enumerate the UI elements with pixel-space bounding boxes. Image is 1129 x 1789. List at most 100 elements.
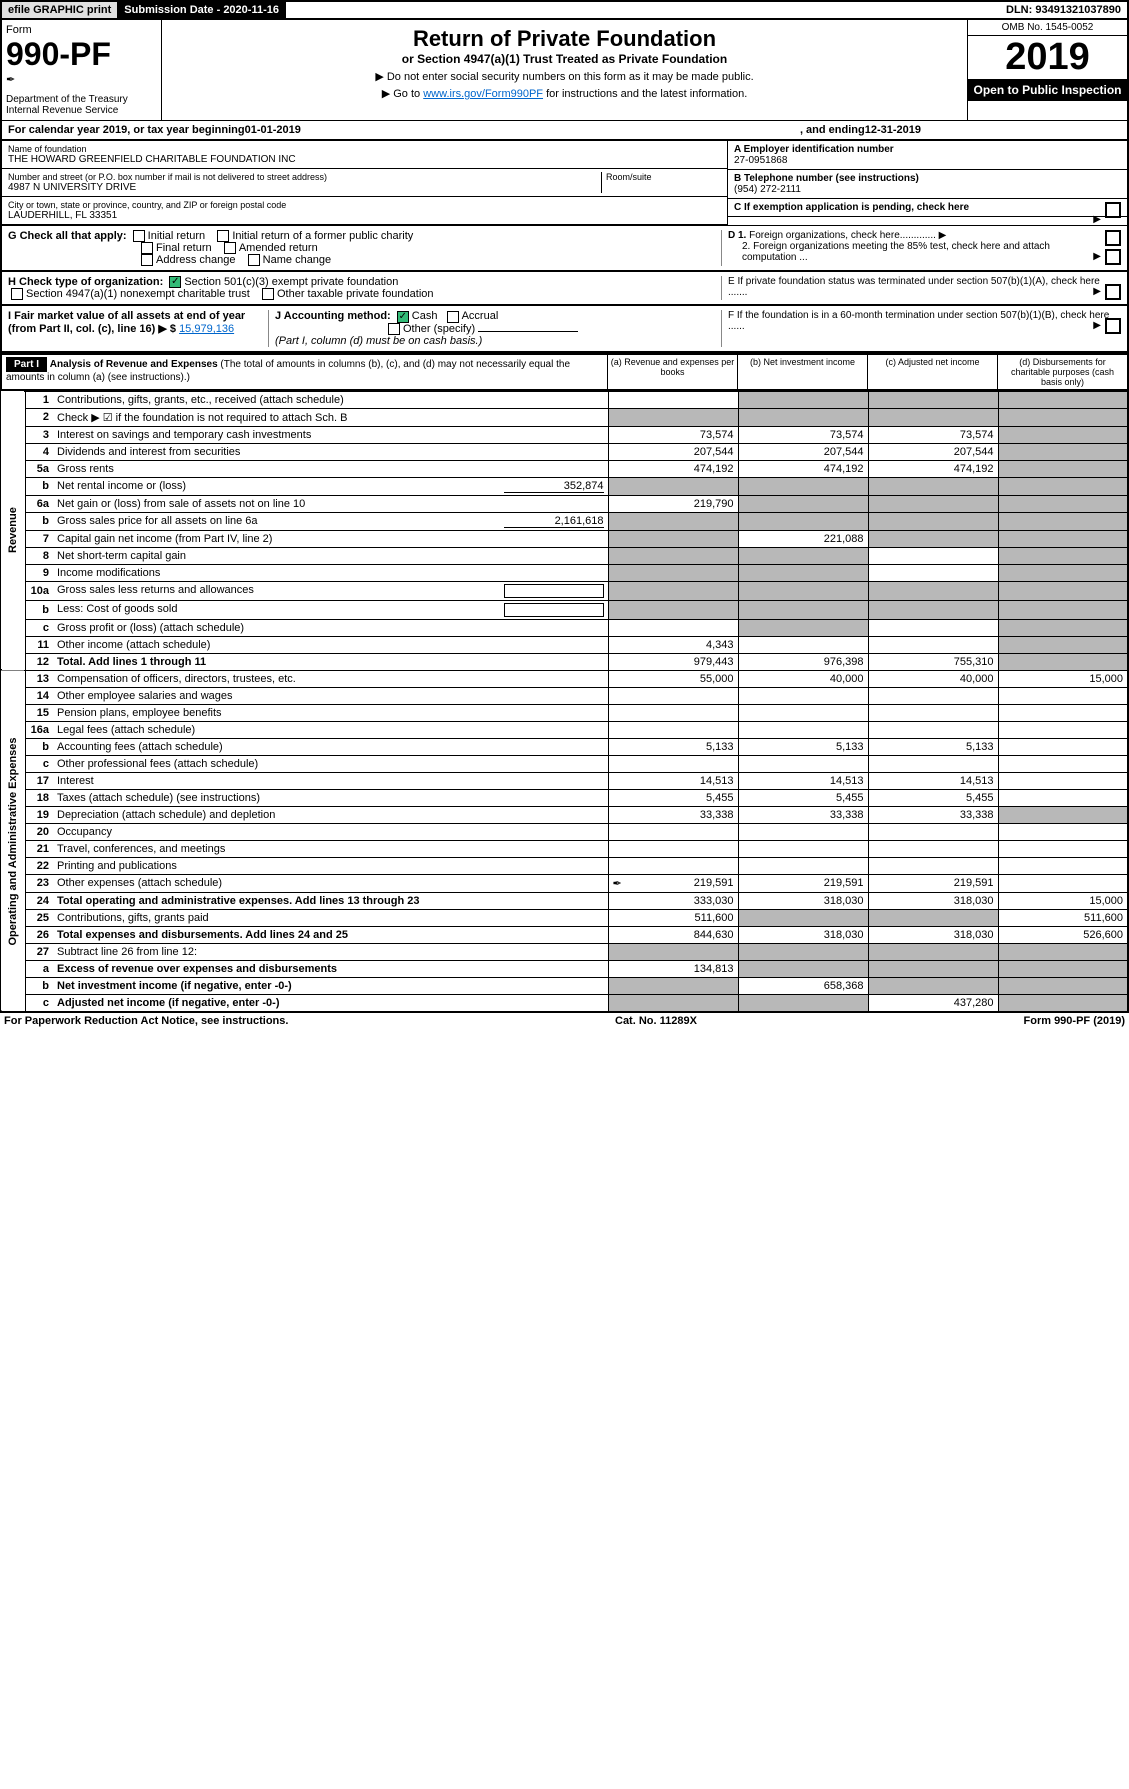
form-title: Return of Private Foundation	[168, 26, 961, 52]
cell-b	[738, 619, 868, 636]
line-description: Printing and publications	[53, 857, 608, 874]
line-description: Gross sales less returns and allowances	[53, 581, 608, 600]
table-row: cOther professional fees (attach schedul…	[1, 755, 1128, 772]
ein: 27-0951868	[734, 155, 1121, 166]
cell-b: 73,574	[738, 426, 868, 443]
table-row: 8Net short-term capital gain	[1, 547, 1128, 564]
submission-date: Submission Date - 2020-11-16	[118, 2, 286, 18]
cell-c	[868, 636, 998, 653]
efile-button[interactable]: efile GRAPHIC print	[2, 2, 118, 18]
cell-a	[608, 823, 738, 840]
table-row: 15Pension plans, employee benefits	[1, 704, 1128, 721]
f-label: F If the foundation is in a 60-month ter…	[728, 310, 1121, 332]
cell-b	[738, 840, 868, 857]
line-number: 13	[25, 670, 53, 687]
line-number: b	[25, 738, 53, 755]
chk-other-taxable[interactable]	[262, 288, 274, 300]
table-row: cAdjusted net income (if negative, enter…	[1, 994, 1128, 1012]
line-description: Accounting fees (attach schedule)	[53, 738, 608, 755]
j-label: J Accounting method:	[275, 310, 391, 322]
line-description: Excess of revenue over expenses and disb…	[53, 960, 608, 977]
chk-initial-former[interactable]	[217, 230, 229, 242]
c-checkbox[interactable]	[1105, 202, 1121, 218]
chk-name-change[interactable]	[248, 254, 260, 266]
cell-d	[998, 547, 1128, 564]
cell-c	[868, 857, 998, 874]
line-description: Dividends and interest from securities	[53, 443, 608, 460]
cell-d	[998, 874, 1128, 892]
table-row: 27Subtract line 26 from line 12:	[1, 943, 1128, 960]
chk-accrual[interactable]	[447, 311, 459, 323]
cell-a	[608, 600, 738, 619]
g-label: G Check all that apply:	[8, 230, 127, 242]
chk-address-change[interactable]	[141, 254, 153, 266]
table-row: 21Travel, conferences, and meetings	[1, 840, 1128, 857]
line-description: Gross profit or (loss) (attach schedule)	[53, 619, 608, 636]
col-a-header: (a) Revenue and expenses per books	[607, 355, 737, 389]
cell-b	[738, 581, 868, 600]
cell-d	[998, 738, 1128, 755]
part1-header: Part I Analysis of Revenue and Expenses …	[0, 353, 1129, 391]
d1-checkbox[interactable]	[1105, 230, 1121, 246]
line-number: 27	[25, 943, 53, 960]
table-row: 3Interest on savings and temporary cash …	[1, 426, 1128, 443]
chk-amended[interactable]	[224, 242, 236, 254]
table-row: Revenue1Contributions, gifts, grants, et…	[1, 391, 1128, 408]
title-row: Form 990-PF ✒ Department of the Treasury…	[0, 20, 1129, 120]
cell-c	[868, 823, 998, 840]
line-number: 7	[25, 530, 53, 547]
chk-cash[interactable]	[397, 311, 409, 323]
cell-a: 219,790	[608, 495, 738, 512]
line-description: Depreciation (attach schedule) and deple…	[53, 806, 608, 823]
cell-c	[868, 512, 998, 530]
table-row: 12Total. Add lines 1 through 11979,44397…	[1, 653, 1128, 670]
cell-b	[738, 512, 868, 530]
attachment-icon[interactable]: ✒	[613, 877, 622, 890]
cell-a: 33,338	[608, 806, 738, 823]
chk-initial-return[interactable]	[133, 230, 145, 242]
table-row: 2Check ▶ ☑ if the foundation is not requ…	[1, 408, 1128, 426]
cell-a	[608, 704, 738, 721]
table-row: Operating and Administrative Expenses13C…	[1, 670, 1128, 687]
line-description: Net investment income (if negative, ente…	[53, 977, 608, 994]
line-number: c	[25, 619, 53, 636]
chk-501c3[interactable]	[169, 276, 181, 288]
cell-c	[868, 477, 998, 495]
cell-c	[868, 977, 998, 994]
cell-b: 221,088	[738, 530, 868, 547]
line-description: Contributions, gifts, grants paid	[53, 909, 608, 926]
chk-other-method[interactable]	[388, 323, 400, 335]
cell-c: 33,338	[868, 806, 998, 823]
cell-d	[998, 994, 1128, 1012]
check-section-ij: I Fair market value of all assets at end…	[0, 305, 1129, 352]
table-row: 7Capital gain net income (from Part IV, …	[1, 530, 1128, 547]
line-number: 14	[25, 687, 53, 704]
line-description: Total operating and administrative expen…	[53, 892, 608, 909]
table-row: 22Printing and publications	[1, 857, 1128, 874]
line-description: Other professional fees (attach schedule…	[53, 755, 608, 772]
cell-c: 73,574	[868, 426, 998, 443]
ein-label: A Employer identification number	[734, 144, 1121, 155]
cell-a	[608, 994, 738, 1012]
line-number: 6a	[25, 495, 53, 512]
cell-a: 55,000	[608, 670, 738, 687]
cat-no: Cat. No. 11289X	[615, 1015, 697, 1027]
e-checkbox[interactable]	[1105, 284, 1121, 300]
d2-checkbox[interactable]	[1105, 249, 1121, 265]
footer: For Paperwork Reduction Act Notice, see …	[0, 1013, 1129, 1029]
cell-c	[868, 581, 998, 600]
cell-c: 207,544	[868, 443, 998, 460]
table-row: 14Other employee salaries and wages	[1, 687, 1128, 704]
cell-b	[738, 994, 868, 1012]
cell-b	[738, 477, 868, 495]
line-description: Other employee salaries and wages	[53, 687, 608, 704]
table-row: 16aLegal fees (attach schedule)	[1, 721, 1128, 738]
table-row: bNet investment income (if negative, ent…	[1, 977, 1128, 994]
instructions-link[interactable]: www.irs.gov/Form990PF	[423, 88, 543, 100]
form-label: Form	[6, 24, 157, 36]
chk-4947[interactable]	[11, 288, 23, 300]
cell-c	[868, 564, 998, 581]
fmv-link[interactable]: 15,979,136	[179, 323, 234, 335]
chk-final-return[interactable]	[141, 242, 153, 254]
cell-c: 14,513	[868, 772, 998, 789]
